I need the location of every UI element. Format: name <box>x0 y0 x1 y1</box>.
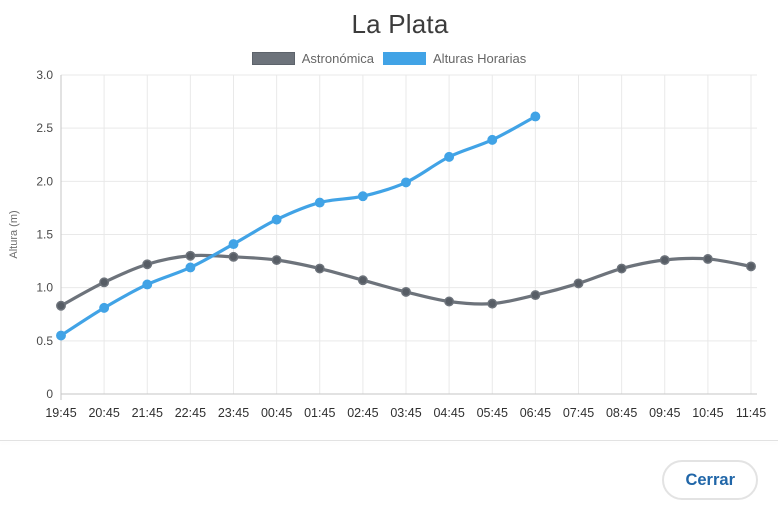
data-point <box>142 259 153 270</box>
data-point <box>659 255 670 265</box>
y-tick-label: 2.5 <box>36 121 53 135</box>
y-axis-title: Altura (m) <box>8 210 20 258</box>
legend-swatch-alturas-horarias <box>383 52 427 65</box>
data-point <box>616 263 627 274</box>
legend-item-astronomica[interactable]: Astronómica <box>251 51 375 66</box>
data-point <box>357 275 368 286</box>
x-tick-label: 03:45 <box>390 406 421 420</box>
data-point <box>487 298 498 309</box>
tide-line-chart: 0 0.5 1.0 1.5 2.0 2.5 3.0 Altura (m) 19:45 20:45 2… <box>8 68 766 420</box>
y-tick-label: 2.0 <box>36 174 53 188</box>
legend-item-alturas-horarias[interactable]: Alturas Horarias <box>383 51 526 66</box>
legend-label-astronomica: Astronómica <box>301 51 375 66</box>
y-tick-label: 3.0 <box>36 68 53 82</box>
chart-area: 0 0.5 1.0 1.5 2.0 2.5 3.0 Altura (m) 19:45 20:45 2… <box>0 60 778 445</box>
close-button[interactable]: Cerrar <box>662 460 758 500</box>
data-point <box>99 302 110 313</box>
x-tick-label: 23:45 <box>218 406 249 420</box>
data-point <box>487 134 498 145</box>
x-tick-label: 00:45 <box>261 406 292 420</box>
x-tick-label: 22:45 <box>175 406 206 420</box>
data-point <box>444 296 455 307</box>
data-point <box>185 262 196 273</box>
data-point <box>746 261 756 272</box>
data-point <box>702 254 713 264</box>
data-point <box>573 278 584 289</box>
data-point <box>357 191 368 202</box>
data-point <box>271 214 282 225</box>
x-tick-label: 21:45 <box>132 406 163 420</box>
x-tick-label: 11:45 <box>736 406 766 420</box>
data-point <box>401 286 411 297</box>
x-tick-label: 01:45 <box>304 406 335 420</box>
x-tick-label: 08:45 <box>606 406 637 420</box>
data-point <box>142 279 153 290</box>
chart-legend: Astronómica Alturas Horarias <box>0 51 778 66</box>
y-tick-label: 1.0 <box>36 281 53 295</box>
legend-swatch-astronomica <box>251 52 295 65</box>
data-point <box>99 277 110 288</box>
y-tick-label: 1.5 <box>36 228 53 242</box>
data-point <box>444 151 455 162</box>
data-point <box>185 250 196 261</box>
x-tick-label: 20:45 <box>88 406 119 420</box>
data-point <box>228 251 239 262</box>
x-tick-label: 09:45 <box>649 406 680 420</box>
data-point <box>228 239 239 250</box>
data-point <box>530 111 541 122</box>
data-point <box>401 177 411 188</box>
data-point <box>56 300 66 311</box>
x-tick-label: 02:45 <box>347 406 378 420</box>
y-tick-label: 0 <box>46 387 53 401</box>
data-point <box>314 263 325 274</box>
x-tick-label: 19:45 <box>45 406 76 420</box>
data-point <box>56 330 66 341</box>
x-tick-label: 10:45 <box>692 406 723 420</box>
x-tick-label: 04:45 <box>433 406 464 420</box>
y-tick-label: 0.5 <box>36 334 53 348</box>
x-tick-label: 06:45 <box>520 406 551 420</box>
page-title: La Plata <box>351 9 449 39</box>
x-tick-label: 05:45 <box>477 406 508 420</box>
legend-label-alturas-horarias: Alturas Horarias <box>433 51 527 66</box>
data-point <box>530 290 541 301</box>
footer-divider <box>0 440 778 441</box>
x-tick-label: 07:45 <box>563 406 594 420</box>
data-point <box>271 255 282 265</box>
data-point <box>314 197 325 208</box>
